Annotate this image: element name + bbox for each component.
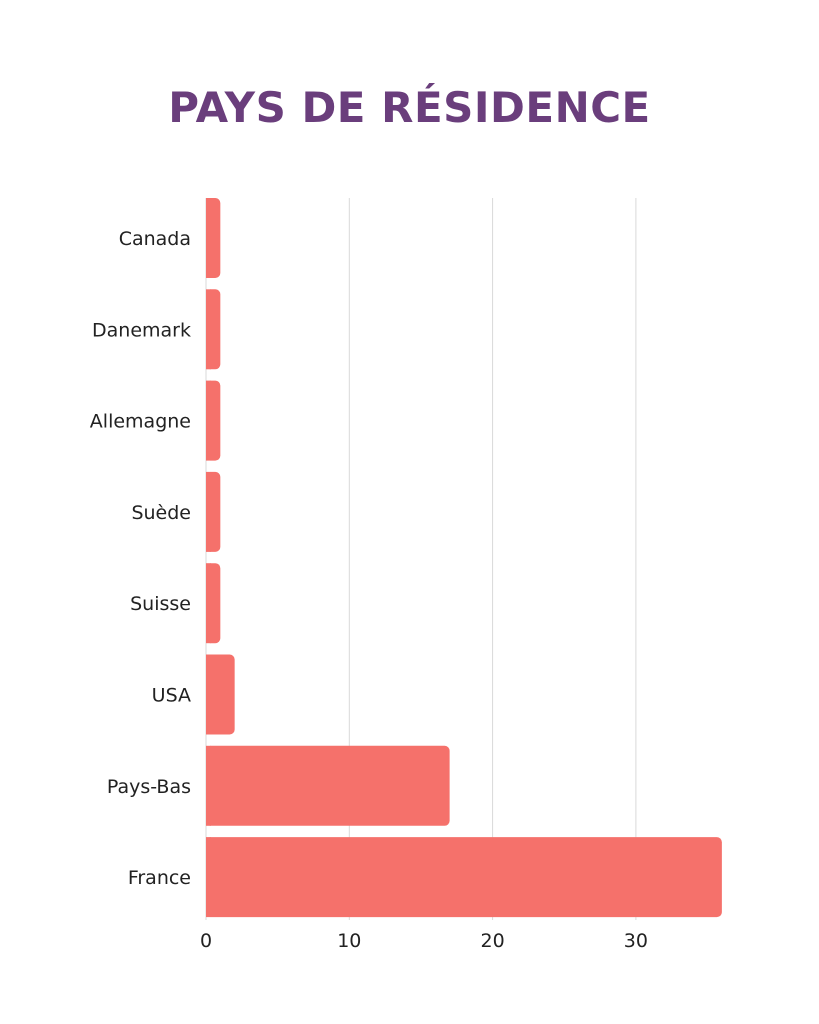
bar-base-pays-bas xyxy=(206,745,211,826)
chart-title: PAYS DE RÉSIDENCE xyxy=(168,83,651,132)
category-label-france: France xyxy=(128,867,191,889)
bar-base-canada xyxy=(206,198,211,278)
bar-usa xyxy=(206,654,235,735)
x-axis-tick-labels: 0 10 20 30 xyxy=(200,930,648,952)
category-label-suisse: Suisse xyxy=(130,593,191,615)
bar-base-france xyxy=(206,837,211,918)
bar-base-usa xyxy=(206,654,211,735)
bar-base-suisse xyxy=(206,563,211,644)
category-label-su-de: Suède xyxy=(131,502,191,524)
bar-base-allemagne xyxy=(206,380,211,461)
x-tick-label-20: 20 xyxy=(481,930,505,952)
category-label-canada: Canada xyxy=(119,228,191,250)
category-label-danemark: Danemark xyxy=(92,319,191,341)
category-label-usa: USA xyxy=(152,685,191,707)
category-label-pays-bas: Pays-Bas xyxy=(107,776,191,798)
bars xyxy=(206,198,722,918)
x-tick-label-0: 0 xyxy=(200,930,212,952)
bar-france xyxy=(206,837,722,918)
bar-pays-bas xyxy=(206,745,450,826)
bar-base-danemark xyxy=(206,289,211,370)
category-label-allemagne: Allemagne xyxy=(90,411,191,433)
bar-base-su-de xyxy=(206,471,211,552)
category-labels: Canada Danemark Allemagne Suède Suisse USA Pay… xyxy=(90,228,191,889)
x-tick-label-30: 30 xyxy=(624,930,648,952)
x-tick-label-10: 10 xyxy=(337,930,361,952)
